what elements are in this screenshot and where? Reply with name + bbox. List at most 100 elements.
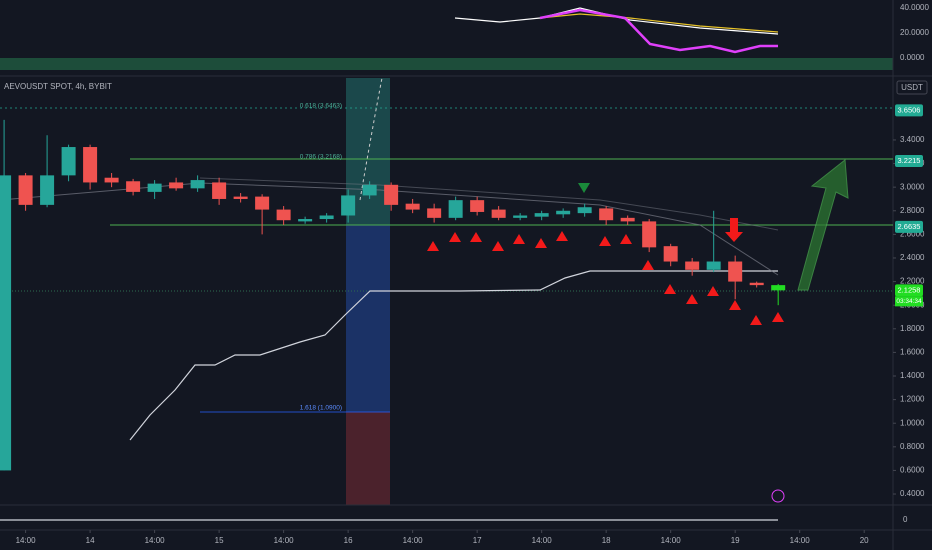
candle-body (427, 208, 442, 218)
currency-box[interactable] (896, 80, 928, 95)
price-tag-label: 2.1258 (898, 285, 921, 294)
candle-body (298, 219, 313, 222)
candle-body (319, 215, 334, 220)
ribbon (199, 177, 779, 231)
candle-body (83, 147, 98, 183)
signal-triangles (427, 231, 784, 325)
y-tick-label: 2.4000 (900, 253, 925, 262)
candle-body (18, 175, 33, 205)
y-tick-label: 3.0000 (900, 182, 925, 191)
candle-body (126, 181, 141, 192)
candle-body (362, 184, 377, 196)
price-tag (895, 284, 923, 297)
y-tick-label: 1.0000 (900, 418, 925, 427)
y-tick-label: 1.6000 (900, 348, 925, 357)
indicator-line (539, 8, 778, 54)
alert-icon[interactable] (771, 489, 785, 503)
y-tick-label: 1.8000 (900, 324, 925, 333)
candle-body (40, 175, 55, 205)
candle-body (341, 195, 356, 216)
candle-body (61, 147, 76, 176)
x-tick-label: 19 (731, 536, 740, 545)
price-tag-label: 3.2215 (898, 156, 921, 165)
x-tick-label: 14:00 (145, 536, 166, 545)
candle-body (104, 177, 119, 183)
x-tick-label: 14 (86, 536, 95, 545)
candle-body (384, 184, 399, 205)
y-tick-label: 0.6000 (900, 466, 925, 475)
candle-body (233, 196, 248, 199)
candle-body (685, 261, 700, 270)
candle-body (0, 175, 12, 471)
x-tick-label: 14:00 (532, 536, 553, 545)
x-tick-label: 20 (860, 536, 869, 545)
candle-body (491, 209, 506, 218)
candle-body (577, 207, 592, 214)
bottom-tick-label: 0 (903, 515, 908, 524)
x-tick-label: 14:00 (790, 536, 811, 545)
y-tick-label: 1.2000 (900, 395, 925, 404)
indicator-line (129, 270, 778, 441)
y-tick-label: 3.4000 (900, 135, 925, 144)
indicator-line (454, 7, 779, 35)
price-tag (895, 104, 923, 117)
y-tick-label: 0.8000 (900, 442, 925, 451)
x-tick-label: 16 (344, 536, 353, 545)
fib-label: 1.618 (1.0900) (300, 404, 342, 411)
x-tick-label: 17 (473, 536, 482, 545)
up-arrow (797, 159, 849, 291)
ribbon (0, 182, 779, 276)
price-tag (895, 220, 923, 233)
candle-body (642, 221, 657, 248)
price-tag-label: 3.6506 (898, 105, 921, 114)
indicator-line (539, 13, 779, 33)
candle-body (276, 209, 291, 221)
price-tag-label: 2.6635 (898, 222, 921, 231)
candle-body (169, 182, 184, 189)
x-tick-label: 15 (215, 536, 224, 545)
candle-body (771, 285, 786, 291)
candle-body (706, 261, 721, 270)
candle-body (534, 213, 549, 217)
x-tick-label: 14:00 (403, 536, 424, 545)
y-tick-label: 1.4000 (900, 371, 925, 380)
fib-zone (346, 225, 390, 412)
candle-body (212, 182, 227, 199)
candle-body (190, 180, 205, 189)
candle-body (470, 200, 485, 212)
indicator-band (0, 58, 893, 70)
x-tick-label: 18 (602, 536, 611, 545)
y-tick-label: 2.2000 (900, 277, 925, 286)
candle-body (448, 200, 463, 218)
y-tick-label: 2.6000 (900, 229, 925, 238)
y-tick-label: 0.4000 (900, 489, 925, 498)
x-tick-label: 14:00 (274, 536, 295, 545)
candle-body (728, 261, 743, 282)
countdown: 03:34:34 (896, 298, 922, 305)
candle-body (620, 217, 635, 222)
candle-body (599, 208, 614, 221)
top-tick-label: 0.0000 (900, 53, 925, 62)
top-tick-label: 20.0000 (900, 28, 929, 37)
candle-body (663, 246, 678, 262)
symbol-title: AEVOUSDT SPOT, 4h, BYBIT (4, 82, 112, 91)
y-tick-label: 2.8000 (900, 206, 925, 215)
candle-body (405, 203, 420, 210)
down-arrow (725, 218, 743, 242)
candle-body (749, 282, 764, 286)
candle-body (147, 183, 162, 192)
fib-label: 0.786 (3.2168) (300, 153, 342, 160)
candle-body (255, 196, 270, 210)
candle-body (556, 210, 571, 215)
x-tick-label: 14:00 (661, 536, 682, 545)
candle-body (513, 215, 528, 218)
top-tick-label: 40.0000 (900, 3, 929, 12)
signal-triangle (578, 183, 590, 193)
countdown-tag (895, 296, 923, 307)
price-tag (895, 155, 923, 168)
currency: USDT (901, 83, 923, 92)
projection (359, 77, 383, 201)
x-tick-label: 14:00 (16, 536, 37, 545)
